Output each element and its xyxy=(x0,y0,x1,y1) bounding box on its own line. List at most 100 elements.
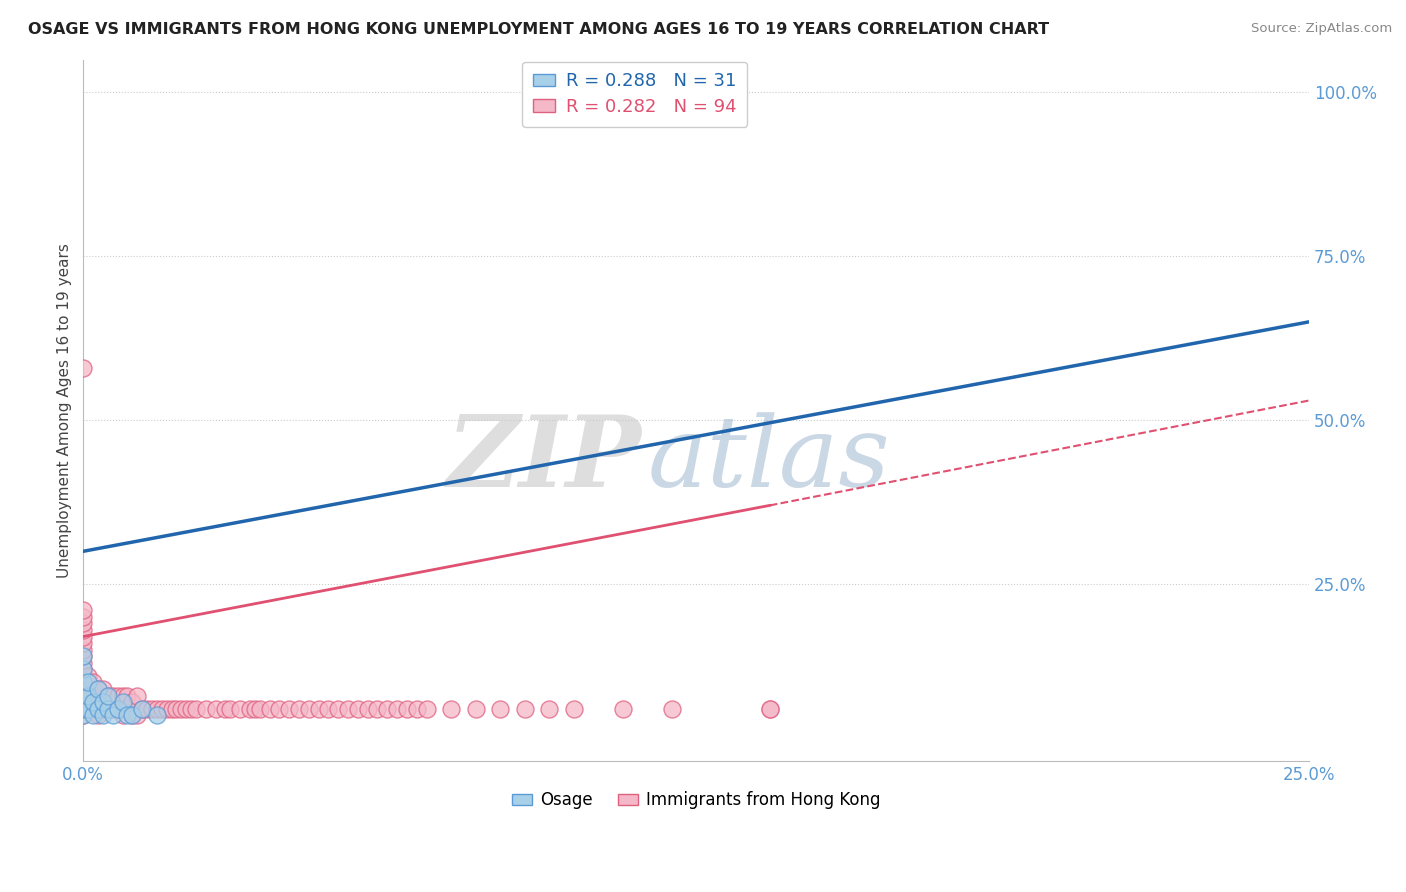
Point xyxy=(489,701,512,715)
Point xyxy=(97,701,120,715)
Point xyxy=(141,701,163,715)
Point xyxy=(308,701,330,715)
Point xyxy=(72,701,94,715)
Point xyxy=(121,695,143,709)
Point xyxy=(91,695,114,709)
Point xyxy=(77,675,100,690)
Point xyxy=(117,701,139,715)
Point xyxy=(146,701,169,715)
Point xyxy=(72,623,94,637)
Point xyxy=(513,701,536,715)
Point xyxy=(72,636,94,650)
Point xyxy=(72,708,94,723)
Point xyxy=(661,701,683,715)
Point xyxy=(357,701,380,715)
Point xyxy=(204,701,226,715)
Point xyxy=(298,701,321,715)
Point xyxy=(111,689,134,703)
Point xyxy=(395,701,418,715)
Text: ZIP: ZIP xyxy=(446,411,641,508)
Point xyxy=(174,701,197,715)
Point xyxy=(347,701,370,715)
Point xyxy=(77,681,100,696)
Point xyxy=(562,701,585,715)
Point xyxy=(405,701,427,715)
Point xyxy=(72,708,94,723)
Point xyxy=(758,701,780,715)
Point xyxy=(72,642,94,657)
Point xyxy=(72,649,94,664)
Point xyxy=(127,689,149,703)
Point xyxy=(111,695,134,709)
Point xyxy=(77,701,100,715)
Point xyxy=(72,695,94,709)
Point xyxy=(107,689,129,703)
Point xyxy=(87,681,110,696)
Point xyxy=(72,689,94,703)
Point xyxy=(259,701,281,715)
Point xyxy=(612,701,634,715)
Point xyxy=(72,603,94,617)
Point xyxy=(101,701,124,715)
Point xyxy=(165,701,187,715)
Point xyxy=(156,701,179,715)
Point xyxy=(136,701,159,715)
Point xyxy=(121,708,143,723)
Point xyxy=(538,701,561,715)
Point xyxy=(328,701,350,715)
Text: OSAGE VS IMMIGRANTS FROM HONG KONG UNEMPLOYMENT AMONG AGES 16 TO 19 YEARS CORREL: OSAGE VS IMMIGRANTS FROM HONG KONG UNEMP… xyxy=(28,22,1049,37)
Point xyxy=(72,616,94,631)
Point xyxy=(72,675,94,690)
Point xyxy=(415,701,437,715)
Point xyxy=(82,708,104,723)
Point xyxy=(464,701,486,715)
Point xyxy=(97,689,120,703)
Point xyxy=(91,708,114,723)
Point xyxy=(111,708,134,723)
Point xyxy=(82,695,104,709)
Point xyxy=(278,701,301,715)
Point xyxy=(72,701,94,715)
Point xyxy=(107,701,129,715)
Point xyxy=(117,708,139,723)
Point xyxy=(219,701,242,715)
Point xyxy=(107,701,129,715)
Point xyxy=(160,701,183,715)
Point xyxy=(87,701,110,715)
Point xyxy=(127,708,149,723)
Y-axis label: Unemployment Among Ages 16 to 19 years: Unemployment Among Ages 16 to 19 years xyxy=(58,243,72,578)
Point xyxy=(385,701,408,715)
Point xyxy=(121,708,143,723)
Point xyxy=(77,689,100,703)
Text: atlas: atlas xyxy=(647,412,890,507)
Point xyxy=(243,701,266,715)
Point xyxy=(288,701,311,715)
Point xyxy=(77,669,100,683)
Point xyxy=(87,681,110,696)
Point xyxy=(440,701,463,715)
Point xyxy=(72,649,94,664)
Point xyxy=(77,701,100,715)
Point xyxy=(72,662,94,676)
Point xyxy=(150,701,173,715)
Point xyxy=(91,701,114,715)
Point xyxy=(72,360,94,375)
Point xyxy=(72,669,94,683)
Point xyxy=(87,695,110,709)
Point xyxy=(214,701,236,715)
Point xyxy=(91,681,114,696)
Point xyxy=(72,656,94,670)
Point xyxy=(194,701,217,715)
Legend: Osage, Immigrants from Hong Kong: Osage, Immigrants from Hong Kong xyxy=(505,785,887,816)
Point xyxy=(87,708,110,723)
Point xyxy=(337,701,360,715)
Point xyxy=(131,701,153,715)
Point xyxy=(117,689,139,703)
Point xyxy=(101,708,124,723)
Point xyxy=(318,701,340,715)
Point xyxy=(91,695,114,709)
Point xyxy=(249,701,271,715)
Point xyxy=(72,675,94,690)
Point xyxy=(758,701,780,715)
Point xyxy=(82,695,104,709)
